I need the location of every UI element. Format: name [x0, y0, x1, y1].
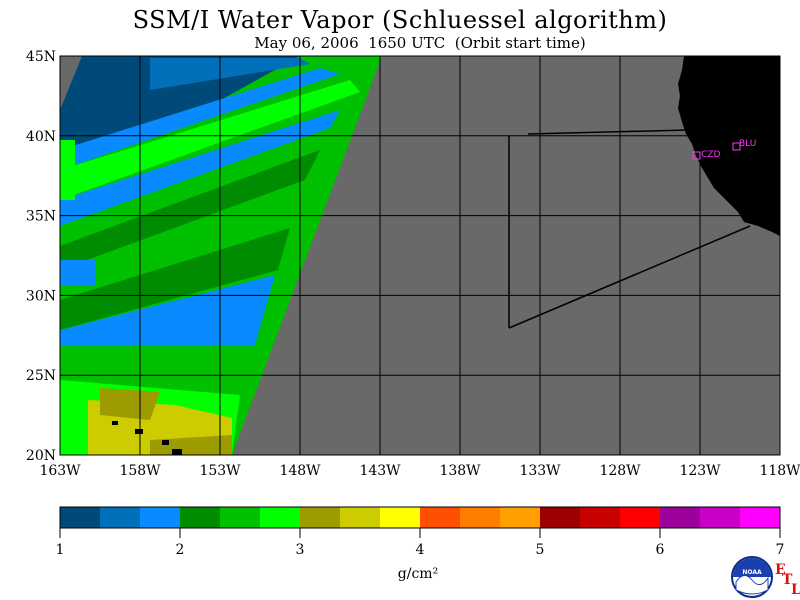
- lon-label: 123W: [679, 463, 721, 479]
- etl-logo-l: L: [791, 582, 800, 598]
- lon-label: 133W: [519, 463, 561, 479]
- lat-lon-grid: [60, 56, 780, 455]
- lat-label: 20N: [26, 448, 56, 464]
- colorbar-swatch: [700, 507, 741, 528]
- station-marker-czd: [692, 151, 701, 160]
- map-panel: CZD BLU: [60, 56, 780, 455]
- map-subtitle: May 06, 2006 1650 UTC (Orbit start time): [254, 34, 586, 52]
- hawaii-islands: [112, 421, 182, 455]
- lon-label: 128W: [599, 463, 641, 479]
- etl-logo-t: T: [782, 572, 793, 588]
- colorbar-tick-label: 4: [416, 542, 425, 558]
- lon-label: 118W: [759, 463, 800, 479]
- region-box: [508, 129, 751, 329]
- map-title: SSM/I Water Vapor (Schluessel algorithm): [132, 6, 668, 34]
- colorbar-tick-label: 3: [296, 542, 305, 558]
- colorbar-swatch: [380, 507, 421, 528]
- colorbar-swatch: [180, 507, 221, 528]
- lat-label: 35N: [26, 209, 56, 225]
- colorbar-swatch: [300, 507, 341, 528]
- colorbar-swatch: [500, 507, 541, 528]
- latitude-labels: 45N 40N 35N 30N 25N 20N: [26, 49, 56, 464]
- colorbar-units: g/cm²: [398, 566, 438, 582]
- station-markers: [692, 142, 741, 160]
- colorbar-ticks: 1 2 3 4 5 6 7: [56, 528, 785, 558]
- colorbar-swatch: [580, 507, 621, 528]
- lon-label: 153W: [199, 463, 241, 479]
- water-vapor-swath: [60, 56, 382, 455]
- noaa-logo-text: NOAA: [742, 569, 762, 576]
- colorbar-tick-label: 1: [56, 542, 65, 558]
- colorbar-swatch: [660, 507, 701, 528]
- colorbar-swatch: [140, 507, 181, 528]
- colorbar-swatch: [460, 507, 501, 528]
- colorbar-swatch: [340, 507, 381, 528]
- station-marker-blu: [732, 142, 741, 151]
- colorbar-tick-label: 7: [776, 542, 785, 558]
- lat-label: 25N: [26, 368, 56, 384]
- colorbar-swatch: [540, 507, 581, 528]
- lon-label: 143W: [359, 463, 401, 479]
- lat-label: 40N: [26, 129, 56, 145]
- colorbar-swatch: [260, 507, 301, 528]
- colorbar-swatch: [100, 507, 141, 528]
- land-mass: [678, 56, 780, 236]
- station-label-czd: CZD: [701, 150, 720, 160]
- station-label-blu: BLU: [739, 139, 756, 149]
- lat-label: 45N: [26, 49, 56, 65]
- colorbar-tick-label: 6: [656, 542, 665, 558]
- colorbar-tick-label: 2: [176, 542, 185, 558]
- lon-label: 163W: [39, 463, 81, 479]
- colorbar-swatch: [220, 507, 261, 528]
- longitude-labels: 163W 158W 153W 148W 143W 138W 133W 128W 123W 118W: [39, 463, 800, 479]
- noaa-logo: NOAA: [731, 556, 773, 598]
- colorbar-swatch: [740, 507, 781, 528]
- map-frame: [59, 55, 781, 456]
- lat-label: 30N: [26, 288, 56, 304]
- lon-label: 158W: [119, 463, 161, 479]
- colorbar-swatch: [60, 507, 101, 528]
- etl-logo-e: E: [775, 562, 786, 578]
- colorbar-swatch: [420, 507, 461, 528]
- colorbar-swatch: [620, 507, 661, 528]
- colorbar: [59, 506, 781, 529]
- colorbar-tick-label: 5: [536, 542, 545, 558]
- lon-label: 138W: [439, 463, 481, 479]
- lon-label: 148W: [279, 463, 321, 479]
